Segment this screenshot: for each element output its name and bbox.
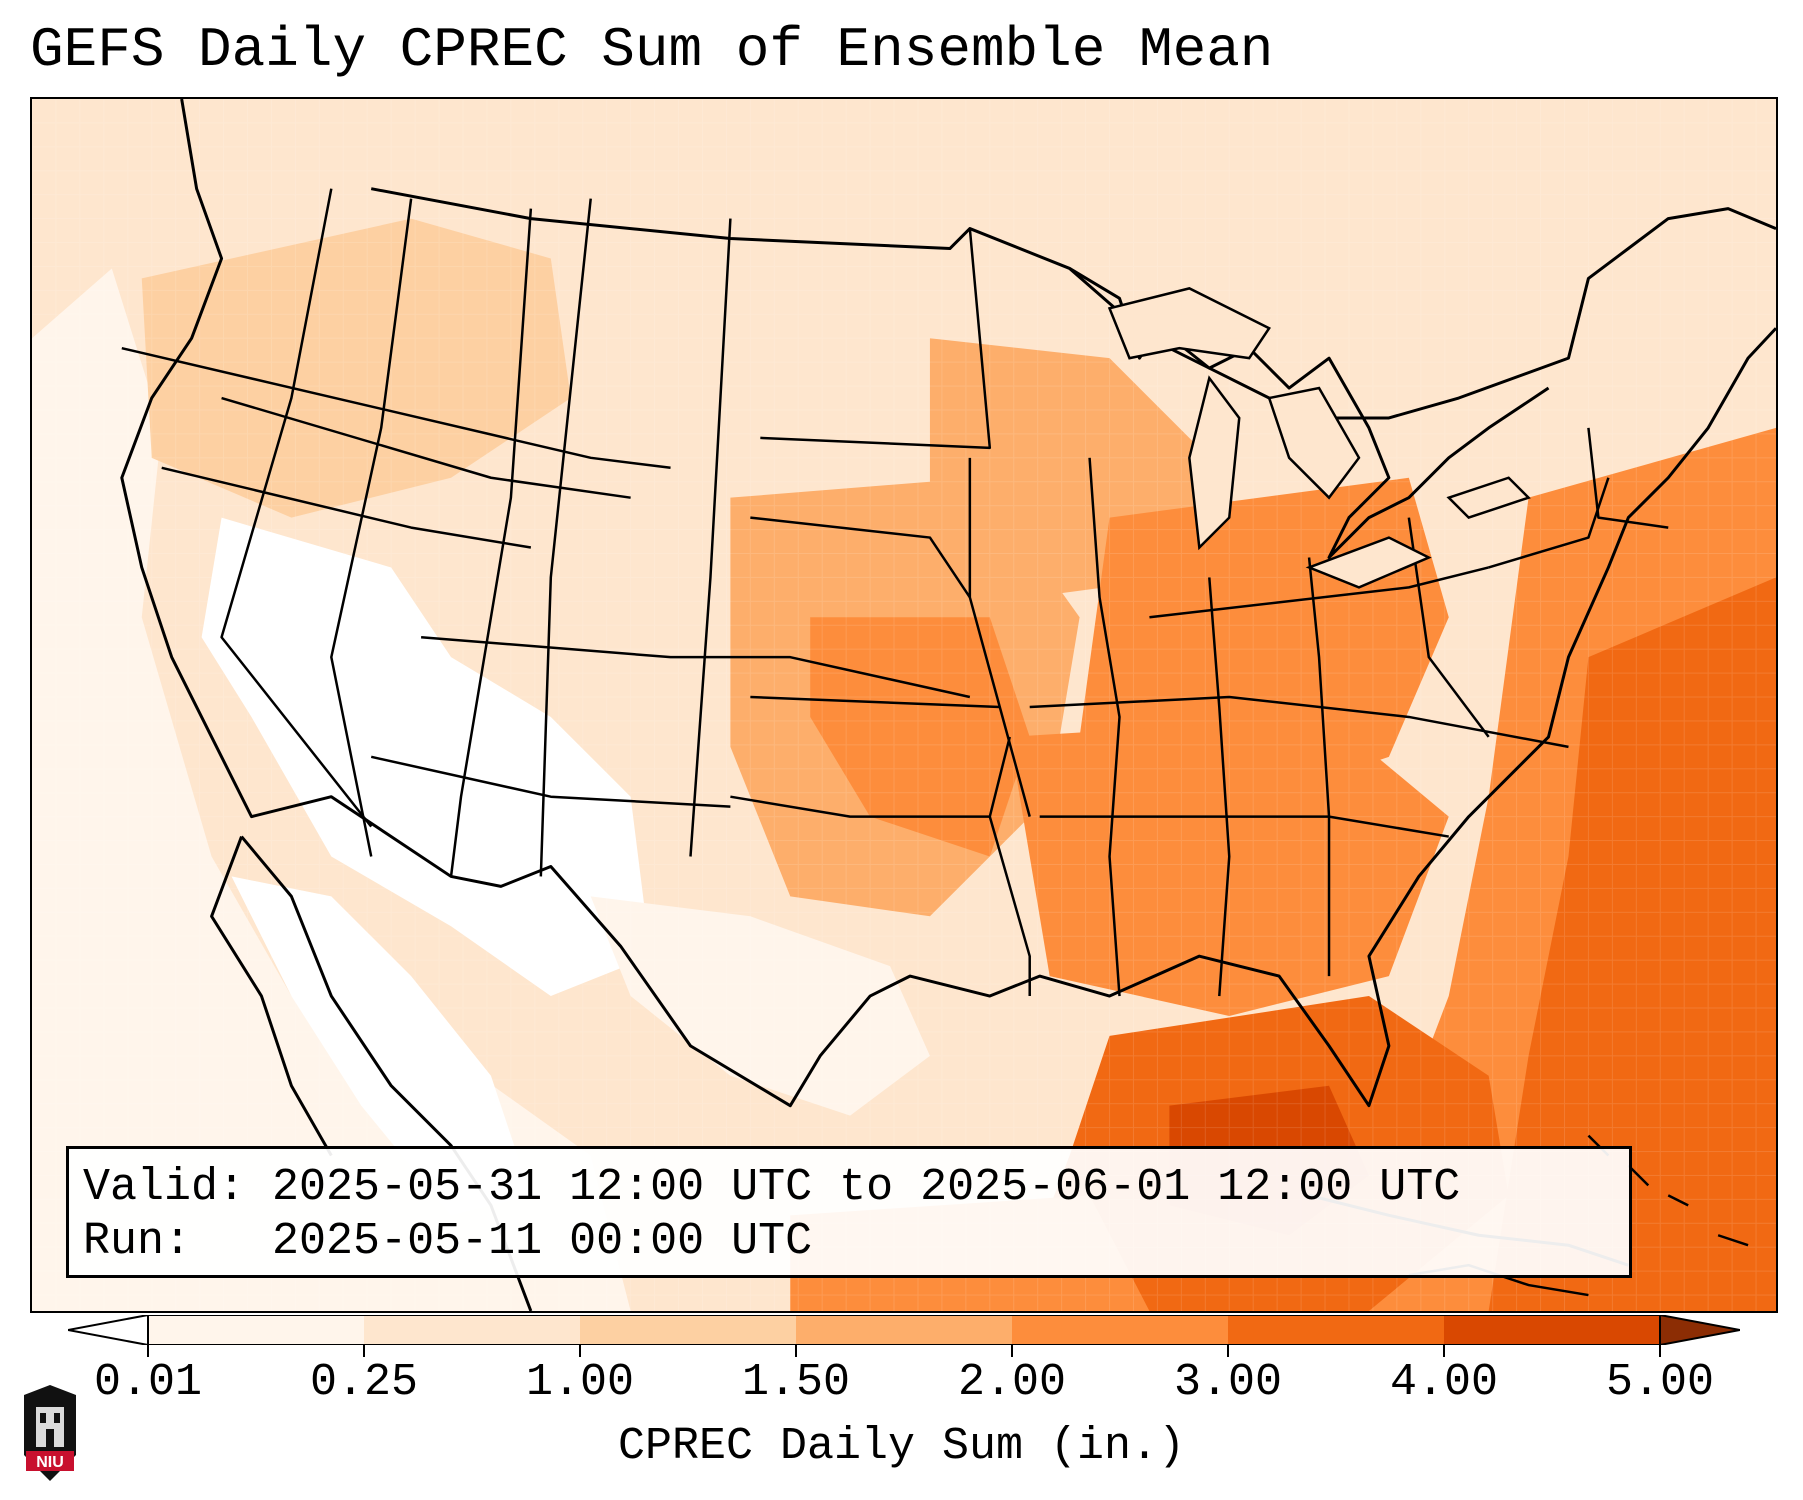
chart-title: GEFS Daily CPREC Sum of Ensemble Mean xyxy=(30,18,1274,82)
valid-label: Valid: xyxy=(83,1162,246,1213)
niu-logo: NIU xyxy=(24,1385,76,1481)
valid-time: 2025-05-31 12:00 UTC to 2025-06-01 12:00… xyxy=(272,1162,1461,1213)
run-label: Run: xyxy=(83,1216,192,1267)
colorbar-over-triangle xyxy=(1659,1315,1740,1345)
colorbar-tick-mark xyxy=(1227,1345,1229,1357)
colorbar-tick-mark xyxy=(795,1345,797,1357)
colorbar-segments xyxy=(148,1315,1661,1345)
precip-map xyxy=(32,99,1776,1311)
colorbar-segment xyxy=(1228,1315,1445,1345)
colorbar-tick-label: 3.00 xyxy=(1173,1357,1283,1408)
colorbar-tick-label: 0.25 xyxy=(309,1357,419,1408)
colorbar-segment xyxy=(1444,1315,1661,1345)
colorbar-tick-label: 2.00 xyxy=(957,1357,1067,1408)
colorbar-tick-mark xyxy=(363,1345,365,1357)
logo-text: NIU xyxy=(36,1454,64,1471)
colorbar-tick-mark xyxy=(579,1345,581,1357)
colorbar-tick-label: 0.01 xyxy=(93,1357,203,1408)
colorbar-under-triangle xyxy=(68,1315,149,1345)
run-time: 2025-05-11 00:00 UTC xyxy=(272,1216,813,1267)
colorbar-segment xyxy=(1012,1315,1229,1345)
colorbar-tick-label: 1.00 xyxy=(525,1357,635,1408)
valid-run-box: Valid: 2025-05-31 12:00 UTC to 2025-06-0… xyxy=(66,1146,1632,1278)
colorbar-tick-label: 1.50 xyxy=(741,1357,851,1408)
field-grid-texture xyxy=(32,99,1776,1311)
colorbar-segment xyxy=(796,1315,1013,1345)
colorbar-segment xyxy=(364,1315,581,1345)
colorbar-segment xyxy=(580,1315,797,1345)
colorbar-tick-mark xyxy=(1443,1345,1445,1357)
colorbar-segment xyxy=(148,1315,365,1345)
colorbar-outline xyxy=(147,1315,1661,1345)
colorbar-label: CPREC Daily Sum (in.) xyxy=(617,1421,1186,1472)
colorbar-tick-mark xyxy=(1011,1345,1013,1357)
colorbar-tick-mark xyxy=(1659,1345,1661,1357)
map-panel xyxy=(30,97,1778,1313)
great-lakes xyxy=(1107,287,1531,589)
colorbar-tick-label: 5.00 xyxy=(1605,1357,1715,1408)
colorbar-tick-label: 4.00 xyxy=(1389,1357,1499,1408)
state-boundaries xyxy=(121,188,1669,997)
colorbar-tick-mark xyxy=(147,1345,149,1357)
colorbar xyxy=(68,1315,1740,1345)
